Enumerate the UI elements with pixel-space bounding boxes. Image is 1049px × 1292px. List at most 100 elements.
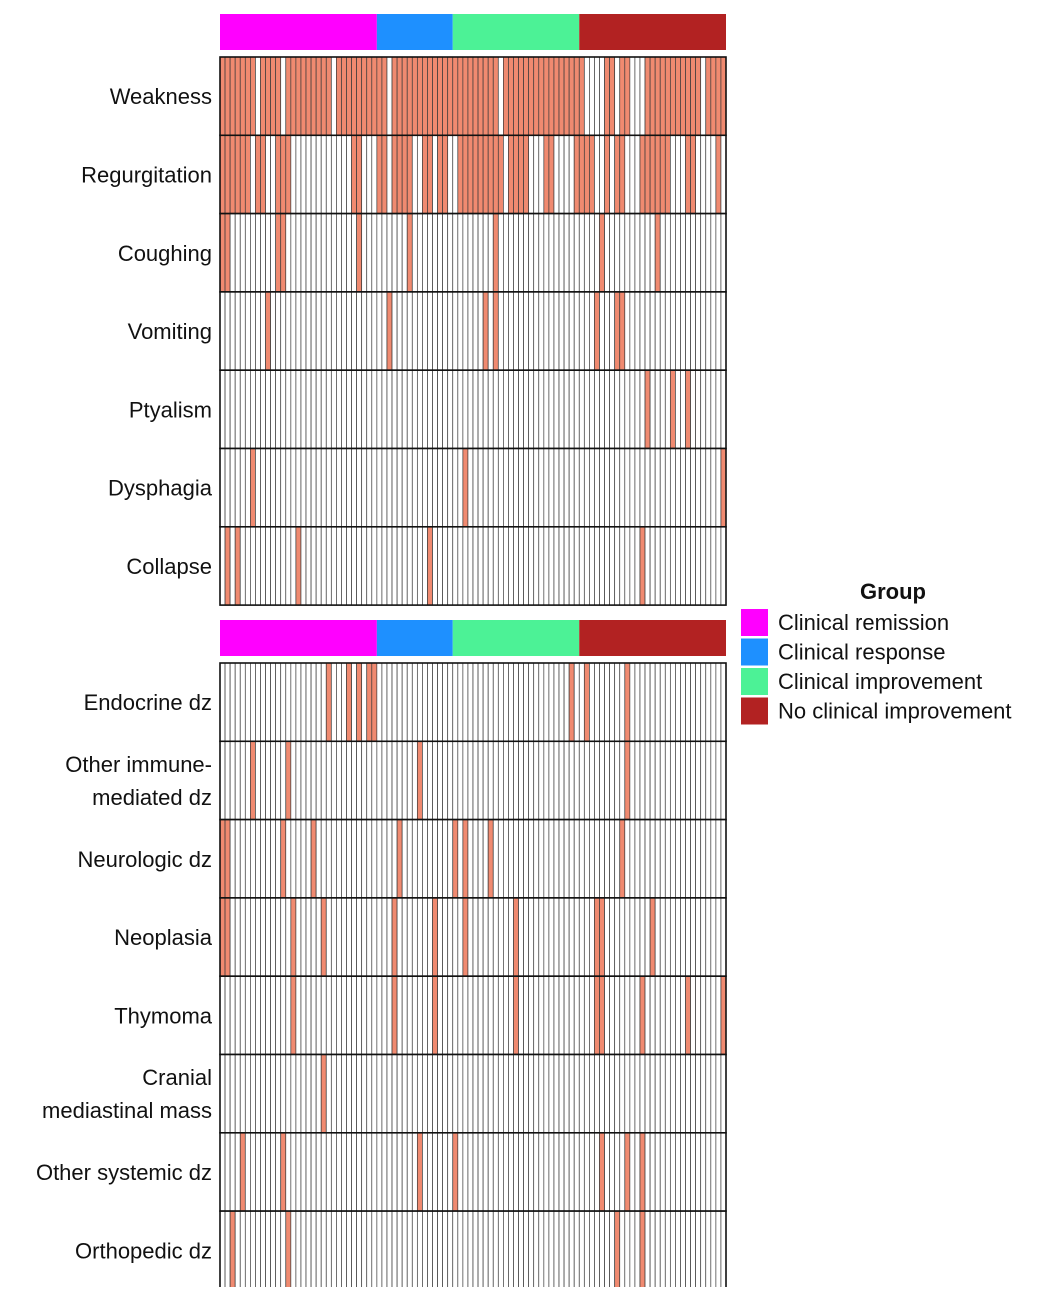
heatmap-cell-absent [695,897,702,977]
heatmap-cell-absent [341,526,347,606]
heatmap-cell-absent [229,213,236,293]
heatmap-cell-absent [457,1210,464,1290]
heatmap-cell-absent [285,662,292,742]
heatmap-cell-absent [538,1210,545,1290]
heatmap-cell-absent [260,740,266,820]
heatmap-cell-present [366,56,373,136]
heatmap-cell-absent [300,291,307,371]
row-label: Neurologic dz [77,847,212,872]
heatmap-cell-absent [305,662,312,742]
heatmap-cell-absent [305,1132,312,1212]
heatmap-cell-absent [462,975,469,1055]
heatmap-cell-absent [452,448,459,528]
heatmap-cell-absent [432,1132,438,1212]
heatmap-cell-absent [669,1132,676,1212]
heatmap-cell-absent [634,740,641,820]
heatmap-cell-absent [280,662,287,742]
heatmap-cell-absent [432,448,438,528]
heatmap-cell-absent [700,291,707,371]
heatmap-cell-absent [589,448,595,528]
heatmap-cell-absent [416,897,423,977]
heatmap-cell-absent [639,662,646,742]
heatmap-cell-absent [336,134,342,214]
heatmap-cell-absent [422,291,428,371]
heatmap-cell-absent [594,1210,600,1290]
heatmap-cell-absent [614,897,621,977]
heatmap-cell-absent [376,975,383,1055]
heatmap-cell-present [295,56,302,136]
heatmap-cell-absent [427,213,433,293]
heatmap-cell-absent [680,134,686,214]
heatmap-cell-absent [669,897,676,977]
heatmap-cell-absent [594,662,600,742]
heatmap-cell-absent [239,662,246,742]
heatmap-cell-present [492,291,499,371]
heatmap-cell-absent [452,1210,459,1290]
heatmap-cell-absent [659,897,666,977]
heatmap-cell-absent [427,819,433,899]
heatmap-cell-present [492,56,499,136]
heatmap-cell-absent [376,526,383,606]
heatmap-cell-absent [330,1132,337,1212]
heatmap-cell-absent [477,1210,484,1290]
heatmap-cell-absent [508,1210,514,1290]
heatmap-cell-absent [649,975,656,1055]
heatmap-cell-present [320,1054,327,1134]
heatmap-cell-absent [320,369,327,449]
heatmap-cell-absent [695,134,702,214]
heatmap-cell-absent [336,1132,342,1212]
heatmap-cell-absent [295,897,302,977]
heatmap-cell-absent [710,897,717,977]
heatmap-cell-absent [320,662,327,742]
heatmap-cell-absent [594,56,600,136]
heatmap-cell-absent [654,897,661,977]
heatmap-cell-absent [250,1054,256,1134]
heatmap-cell-absent [336,897,342,977]
heatmap-cell-absent [589,1054,595,1134]
heatmap-cell-absent [508,369,514,449]
heatmap-cell-absent [568,1210,575,1290]
heatmap-cell-absent [467,291,474,371]
heatmap-cell-present [487,134,494,214]
heatmap-cell-absent [346,1210,352,1290]
heatmap-cell-absent [255,448,261,528]
heatmap-cell-present [695,56,702,136]
heatmap-cell-absent [563,448,570,528]
heatmap-cell-absent [361,526,368,606]
heatmap-cell-absent [639,448,646,528]
heatmap-cell-absent [391,662,398,742]
heatmap-cell-absent [330,1210,337,1290]
heatmap-cell-absent [300,1054,307,1134]
heatmap-cell-absent [604,740,610,820]
heatmap-cell-absent [533,662,540,742]
heatmap-cell-absent [275,1210,282,1290]
heatmap-cell-absent [700,369,707,449]
group-annotation-bar [452,14,580,50]
heatmap-cell-absent [320,213,327,293]
heatmap-cell-absent [573,975,580,1055]
heatmap-cell-present [396,819,403,899]
heatmap-cell-absent [351,369,357,449]
heatmap-cell-absent [503,369,509,449]
heatmap-cell-absent [250,897,256,977]
heatmap-cell-absent [285,819,292,899]
heatmap-cell-absent [386,448,393,528]
heatmap-cell-present [599,1132,605,1212]
heatmap-cell-absent [265,369,271,449]
heatmap-cell-present [690,134,696,214]
heatmap-cell-present [452,1132,459,1212]
heatmap-cell-absent [285,1054,292,1134]
heatmap-cell-absent [457,819,464,899]
heatmap-cell-absent [401,213,408,293]
heatmap-cell-present [224,819,231,899]
heatmap-cell-absent [604,662,610,742]
heatmap-cell-absent [452,291,459,371]
heatmap-cell-absent [518,975,524,1055]
heatmap-cell-absent [675,662,681,742]
heatmap-cell-absent [715,1210,722,1290]
heatmap-cell-absent [523,291,530,371]
heatmap-cell-absent [599,526,605,606]
heatmap-cell-present [305,56,312,136]
heatmap-cell-absent [609,662,616,742]
heatmap-cell-absent [604,1210,610,1290]
